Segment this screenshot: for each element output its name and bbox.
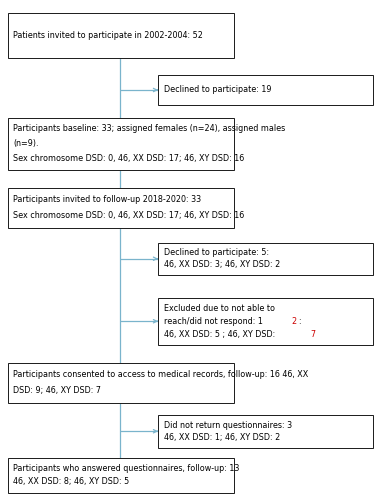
Text: 2: 2 [291,317,296,326]
Text: (n=9).: (n=9). [13,139,39,148]
Text: 7: 7 [311,330,316,339]
Text: Sex chromosome DSD: 0, 46, XX DSD: 17; 46, XY DSD: 16: Sex chromosome DSD: 0, 46, XX DSD: 17; 4… [13,154,245,163]
FancyBboxPatch shape [8,118,234,170]
Text: Participants baseline: 33; assigned females (n=24), assigned males: Participants baseline: 33; assigned fema… [13,124,286,134]
FancyBboxPatch shape [158,298,373,345]
FancyBboxPatch shape [158,415,373,448]
Text: Did not return questionnaires: 3: Did not return questionnaires: 3 [164,420,292,430]
FancyBboxPatch shape [158,75,373,105]
Text: Declined to participate: 5:: Declined to participate: 5: [164,248,269,257]
FancyBboxPatch shape [8,362,234,403]
Text: :: : [298,317,301,326]
Text: 46, XX DSD: 5 ; 46, XY DSD:: 46, XX DSD: 5 ; 46, XY DSD: [164,330,278,339]
Text: Participants who answered questionnaires, follow-up: 13: Participants who answered questionnaires… [13,464,240,473]
FancyBboxPatch shape [8,12,234,58]
Text: Declined to participate: 19: Declined to participate: 19 [164,86,271,94]
Text: DSD: 9; 46, XY DSD: 7: DSD: 9; 46, XY DSD: 7 [13,386,101,395]
Text: 46, XX DSD: 3; 46, XY DSD: 2: 46, XX DSD: 3; 46, XY DSD: 2 [164,260,280,270]
Text: Participants consented to access to medical records, follow-up: 16 46, XX: Participants consented to access to medi… [13,370,309,379]
Text: Excluded due to not able to: Excluded due to not able to [164,304,275,312]
Text: 46, XX DSD: 1; 46, XY DSD: 2: 46, XX DSD: 1; 46, XY DSD: 2 [164,433,280,442]
FancyBboxPatch shape [158,242,373,275]
FancyBboxPatch shape [8,188,234,228]
Text: Participants invited to follow-up 2018-2020: 33: Participants invited to follow-up 2018-2… [13,195,202,204]
FancyBboxPatch shape [8,458,234,492]
Text: 46, XX DSD: 8; 46, XY DSD: 5: 46, XX DSD: 8; 46, XY DSD: 5 [13,477,130,486]
Text: Sex chromosome DSD: 0, 46, XX DSD: 17; 46, XY DSD: 16: Sex chromosome DSD: 0, 46, XX DSD: 17; 4… [13,211,245,220]
Text: Patients invited to participate in 2002-2004: 52: Patients invited to participate in 2002-… [13,30,203,40]
Text: reach/did not respond: 1: reach/did not respond: 1 [164,317,263,326]
